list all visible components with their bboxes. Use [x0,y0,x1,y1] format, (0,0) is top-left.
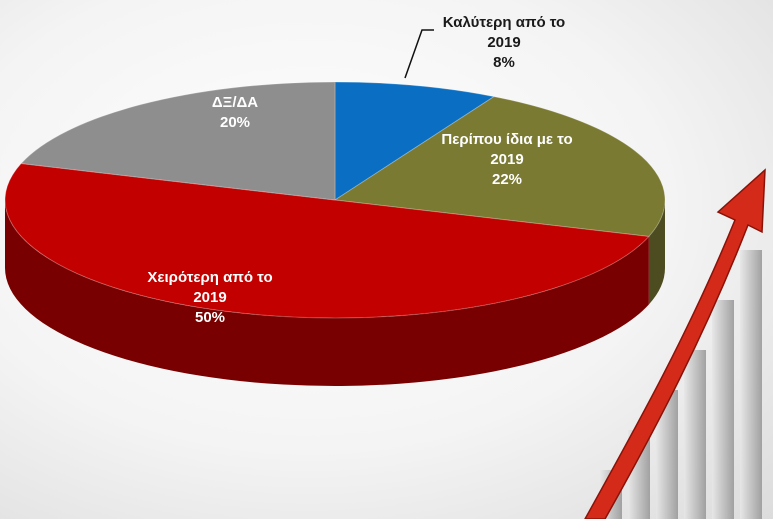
category-label: Περίπου ίδια με το 2019 [432,130,582,170]
value-label: 50% [135,308,285,328]
category-label: ΔΞ/ΔΑ [160,93,310,113]
category-label: Καλύτερη από το 2019 [434,13,574,53]
category-label: Χειρότερη από το 2019 [135,268,285,308]
value-label: 22% [432,170,582,190]
chart: Καλύτερη από το 20198% Περίπου ίδια με το… [0,0,773,519]
value-label: 20% [160,113,310,133]
pie [0,0,773,519]
value-label: 8% [434,53,574,73]
